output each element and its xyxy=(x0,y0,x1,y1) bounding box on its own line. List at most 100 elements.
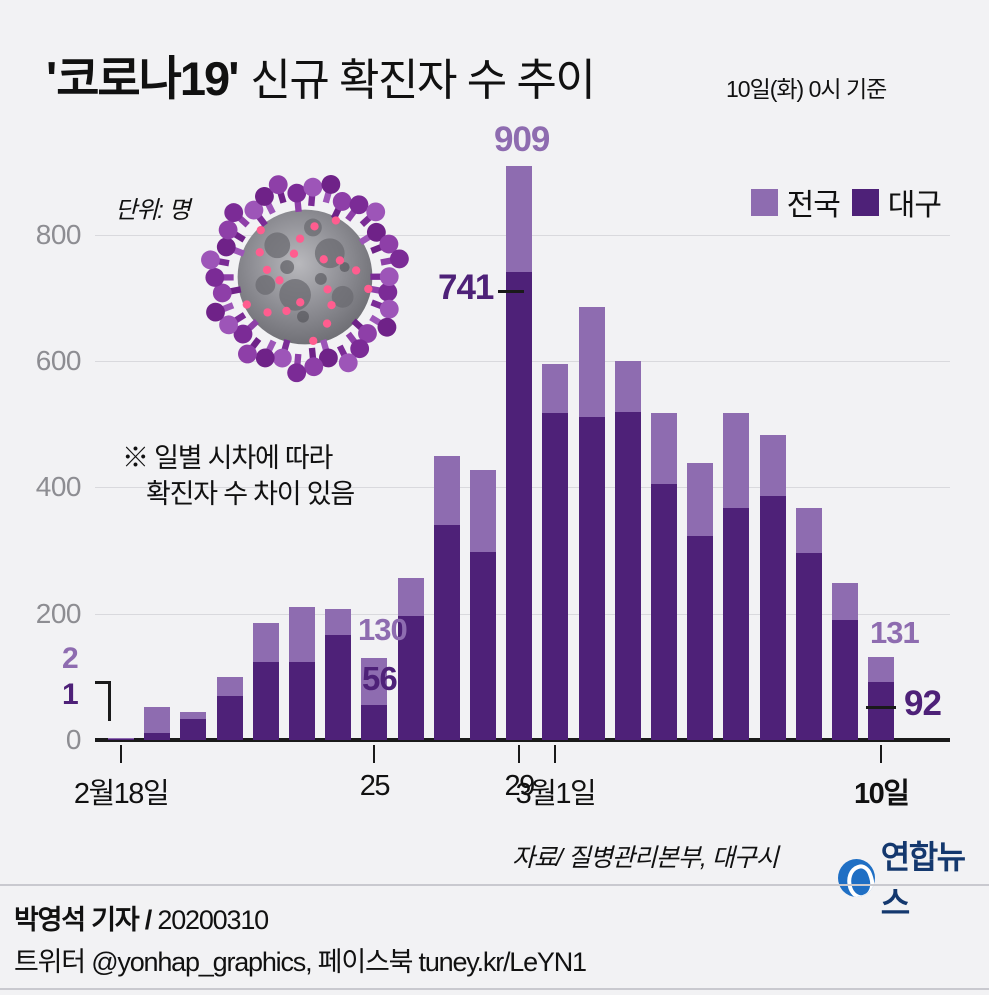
bar-segment-daegu xyxy=(579,417,605,740)
bar-column xyxy=(325,609,351,740)
annotation-first-bracket xyxy=(95,681,111,721)
bar-column xyxy=(796,508,822,740)
title-brand: 코로나19 xyxy=(56,40,228,109)
annotation-last-total: 131 xyxy=(870,615,919,651)
bar-column xyxy=(398,578,424,740)
bar-segment-daegu xyxy=(651,484,677,740)
bar-segment-daegu xyxy=(687,536,713,740)
x-axis-tick xyxy=(554,745,556,763)
chart-disclaimer: ※ 일별 시차에 따라 확진자 수 차이 있음 xyxy=(122,440,354,513)
bar-segment-nationwide xyxy=(180,712,206,720)
infographic-root: '코로나19' 신규 확진자 수 추이 10일(화) 0시 기준 전국 대구 0… xyxy=(0,0,989,995)
bar-segment-nationwide xyxy=(542,364,568,413)
bar-column xyxy=(253,623,279,740)
bar-segment-nationwide xyxy=(832,583,858,620)
credit-social: 트위터 @yonhap_graphics, 페이스북 tuney.kr/LeYN… xyxy=(14,940,586,979)
credit-reporter-name: 박영석 기자 / xyxy=(14,905,151,935)
bar-column xyxy=(832,583,858,740)
source-label: 자료/ 질병관리본부, 대구시 xyxy=(512,838,778,874)
annotation-peak-leader xyxy=(498,290,524,293)
bar-segment-nationwide xyxy=(651,413,677,484)
bar-segment-nationwide xyxy=(796,508,822,553)
annotation-first-total: 2 xyxy=(62,642,78,676)
yonhap-logo-text: 연합뉴스 xyxy=(881,832,989,924)
chart-disclaimer-line2: 확진자 수 차이 있음 xyxy=(146,476,354,512)
annotation-peak-total: 909 xyxy=(494,120,549,160)
x-axis-tick xyxy=(880,745,882,763)
bar-segment-daegu xyxy=(217,696,243,740)
bar-column xyxy=(217,677,243,740)
bar-segment-nationwide xyxy=(289,607,315,662)
credit-reporter: 박영석 기자 / 20200310 xyxy=(14,898,268,937)
bar-segment-daegu xyxy=(361,705,387,740)
bar-segment-daegu xyxy=(253,662,279,740)
yonhap-logo: 연합뉴스 xyxy=(838,832,989,924)
title-quote-open: ' xyxy=(46,51,56,106)
bar-segment-daegu xyxy=(723,508,749,740)
bar-segment-nationwide xyxy=(687,463,713,536)
x-axis-tick xyxy=(120,745,122,763)
annotation-peak-daegu: 741 xyxy=(438,268,493,308)
bar-column xyxy=(579,307,605,740)
annotation-feb25-daegu: 56 xyxy=(362,660,397,698)
bar-segment-daegu xyxy=(615,412,641,740)
bar-segment-daegu xyxy=(325,635,351,740)
footer-bottom-divider xyxy=(0,988,989,990)
bar-segment-daegu xyxy=(542,413,568,740)
bar-segment-daegu xyxy=(760,496,786,740)
bar-segment-nationwide xyxy=(868,657,894,682)
x-axis-tick-label: 10일 xyxy=(854,770,908,812)
bar-column xyxy=(723,413,749,740)
bar-segment-daegu xyxy=(796,553,822,740)
annotation-feb25-total: 130 xyxy=(358,612,407,648)
bar-segment-nationwide xyxy=(325,609,351,634)
x-axis-tick-label: 25 xyxy=(360,770,389,803)
bar-column xyxy=(506,166,532,740)
bar-column xyxy=(687,463,713,740)
unit-label: 단위: 명 xyxy=(115,190,190,225)
y-axis-tick-label: 200 xyxy=(36,598,81,630)
bar-segment-nationwide xyxy=(434,456,460,525)
annotation-first-daegu: 1 xyxy=(62,678,78,712)
bar-column xyxy=(470,470,496,740)
yonhap-logo-icon xyxy=(838,859,875,897)
y-axis-tick-label: 800 xyxy=(36,219,81,251)
x-axis-tick-label: 2월18일 xyxy=(74,770,168,812)
bar-column xyxy=(180,712,206,740)
bar-column xyxy=(434,456,460,740)
bar-column xyxy=(760,435,786,740)
bar-column xyxy=(868,657,894,740)
bar-segment-nationwide xyxy=(615,361,641,412)
x-axis-tick-label: 3월1일 xyxy=(516,770,596,812)
bar-column xyxy=(144,707,170,740)
bar-segment-daegu xyxy=(180,719,206,740)
annotation-last-leader xyxy=(866,706,896,709)
page-title: '코로나19' 신규 확진자 수 추이 xyxy=(46,40,594,109)
bar-segment-nationwide xyxy=(506,166,532,272)
bar-segment-nationwide xyxy=(579,307,605,417)
bar-column xyxy=(651,413,677,740)
bar-segment-daegu xyxy=(434,525,460,740)
bar-segment-nationwide xyxy=(144,707,170,734)
bar-segment-daegu xyxy=(144,733,170,740)
bar-segment-nationwide xyxy=(470,470,496,552)
bar-segment-nationwide xyxy=(760,435,786,496)
bar-segment-nationwide xyxy=(253,623,279,663)
chart-disclaimer-line1: ※ 일별 시차에 따라 xyxy=(122,440,354,476)
coronavirus-illustration xyxy=(196,168,414,386)
bar-segment-daegu xyxy=(108,739,134,740)
bar-column xyxy=(542,364,568,740)
x-axis-tick xyxy=(373,745,375,763)
footer-divider xyxy=(0,884,989,886)
y-axis-tick-label: 600 xyxy=(36,345,81,377)
y-axis-tick-label: 0 xyxy=(66,724,81,756)
bar-segment-nationwide xyxy=(398,578,424,616)
bar-column xyxy=(289,607,315,740)
x-axis-tick xyxy=(518,745,520,763)
y-axis-tick-label: 400 xyxy=(36,471,81,503)
bar-segment-daegu xyxy=(832,620,858,740)
bar-segment-daegu xyxy=(506,272,532,740)
credit-reporter-date: 20200310 xyxy=(157,905,268,935)
bar-segment-daegu xyxy=(868,682,894,740)
bar-column xyxy=(108,738,134,740)
